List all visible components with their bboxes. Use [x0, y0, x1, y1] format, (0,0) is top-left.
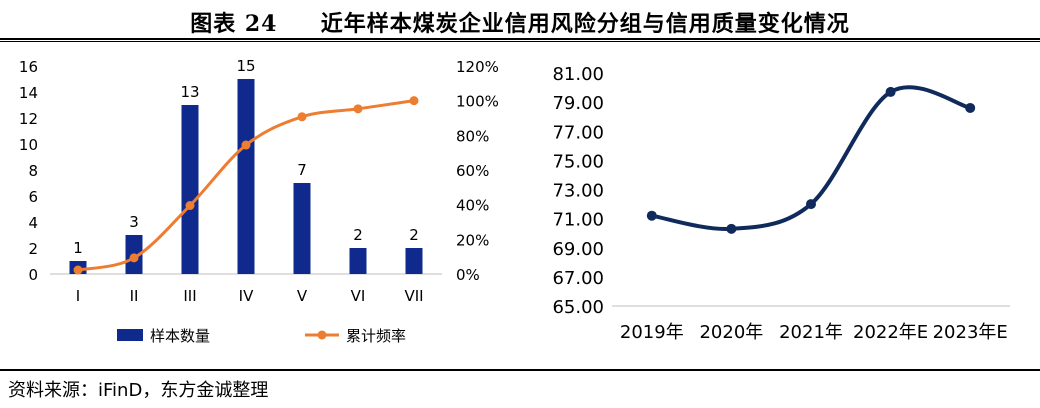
x-tick-label: 2021年 [779, 322, 843, 343]
y-tick-label: 16 [19, 58, 38, 76]
y-tick-label: 81.00 [552, 64, 604, 85]
legend-swatch-marker [317, 330, 327, 340]
y2-tick-label: 60% [456, 162, 489, 180]
y-tick-label: 12 [19, 110, 38, 128]
legend-label-line: 累计频率 [346, 327, 406, 345]
cumulative-marker [185, 201, 195, 211]
title-rule-thin [0, 41, 1040, 42]
bar-data-label: 15 [236, 57, 255, 75]
y-tick-label: 6 [28, 188, 38, 206]
score-marker [806, 199, 816, 210]
bar [181, 105, 199, 274]
cumulative-marker [129, 253, 139, 263]
x-tick-label: 2022年E [853, 322, 928, 343]
y2-tick-label: 40% [456, 197, 489, 215]
y2-tick-label: 100% [456, 93, 499, 111]
y-tick-label: 79.00 [552, 93, 604, 114]
x-tick-label: II [130, 287, 139, 305]
source-rule [0, 369, 1040, 371]
right-chart-credit-quality: 65.00 67.00 69.00 71.00 73.00 75.00 77.00 79.00… [552, 64, 1010, 343]
bar-data-label: 2 [409, 226, 419, 244]
bar-data-label: 2 [353, 226, 363, 244]
y-tick-label: 65.00 [552, 297, 604, 318]
cumulative-marker [241, 140, 251, 150]
bar-data-label: 7 [297, 161, 307, 179]
x-tick-label: V [297, 287, 308, 305]
bar-data-label: 13 [180, 83, 199, 101]
bar-data-label: 1 [73, 239, 83, 257]
x-tick-label: IV [239, 287, 254, 305]
legend-swatch-bars [117, 329, 143, 341]
cumulative-marker [73, 265, 83, 275]
y-tick-label: 75.00 [552, 151, 604, 172]
y-tick-label: 4 [28, 214, 38, 232]
y-tick-label: 10 [19, 136, 38, 154]
bar [349, 248, 367, 274]
bar-data-label: 3 [129, 213, 139, 231]
y-tick-label: 73.00 [552, 181, 604, 202]
cumulative-marker [353, 104, 363, 114]
bar [405, 248, 423, 274]
y2-tick-label: 20% [456, 231, 489, 249]
source-note: 资料来源：iFinD，东方金诚整理 [8, 380, 269, 401]
y-tick-label: 8 [28, 162, 38, 180]
y-tick-label: 77.00 [552, 122, 604, 143]
x-tick-label: 2023年E [933, 322, 1008, 343]
x-tick-label: 2019年 [620, 322, 684, 343]
bar [293, 183, 311, 274]
y2-tick-label: 0% [456, 266, 480, 284]
y-tick-label: 2 [28, 240, 38, 258]
score-marker [885, 86, 896, 97]
legend-label-bars: 样本数量 [150, 327, 210, 345]
x-tick-label: III [183, 287, 196, 305]
y-tick-label: 14 [19, 84, 38, 102]
y2-tick-label: 80% [456, 127, 489, 145]
y-tick-label: 67.00 [552, 268, 604, 289]
cumulative-marker [409, 96, 419, 106]
x-tick-label: 2020年 [699, 322, 763, 343]
figure-title: 图表 24 近年样本煤炭企业信用风险分组与信用质量变化情况 [190, 11, 850, 37]
y2-tick-label: 120% [456, 58, 499, 76]
y-tick-label: 0 [28, 266, 38, 284]
y-tick-label: 69.00 [552, 239, 604, 260]
bar [237, 79, 255, 274]
score-marker [726, 223, 737, 234]
x-tick-label: I [76, 287, 80, 305]
x-tick-label: VII [404, 287, 423, 305]
cumulative-marker [297, 112, 307, 122]
y-tick-label: 71.00 [552, 210, 604, 231]
x-tick-label: VI [351, 287, 366, 305]
score-marker [646, 210, 657, 221]
title-rule [0, 38, 1040, 40]
score-marker [965, 102, 976, 113]
